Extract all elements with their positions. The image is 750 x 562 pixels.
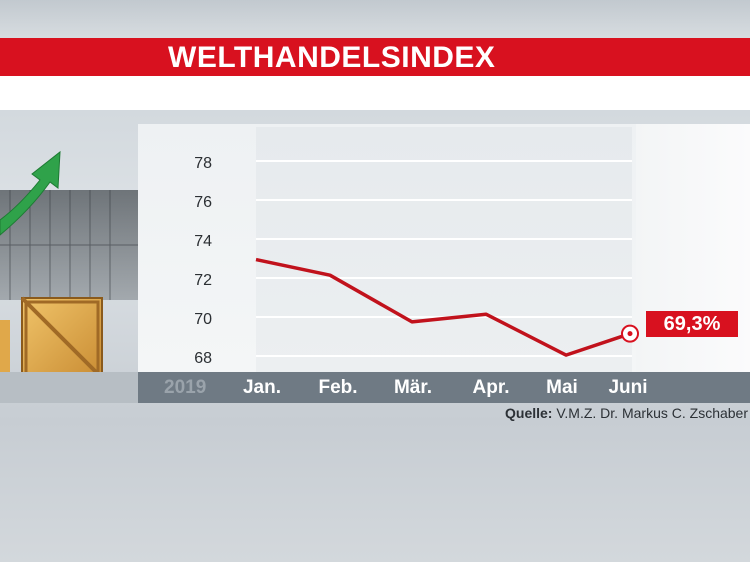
x-tick-label: Jan. <box>242 377 282 398</box>
y-tick-label: 74 <box>194 233 212 250</box>
background-top <box>0 0 750 40</box>
chart-title: WELTHANDELSINDEX <box>168 41 496 74</box>
x-axis-bar <box>138 372 750 403</box>
y-tick-label: 70 <box>194 311 212 328</box>
title-bar: WELTHANDELSINDEX <box>0 38 750 76</box>
y-tick-label: 78 <box>194 155 212 172</box>
x-tick-label: Juni <box>608 377 648 398</box>
y-tick-label: 68 <box>194 350 212 367</box>
x-tick-label: Mai <box>546 377 578 398</box>
shipping-illustration <box>0 110 138 410</box>
source-label: Quelle: <box>505 405 553 421</box>
white-band <box>0 76 750 110</box>
source-note: Quelle: V.M.Z. Dr. Markus C. Zschaber <box>505 405 748 421</box>
year-label: 2019 <box>164 377 207 398</box>
x-tick-label: Apr. <box>472 377 510 398</box>
last-value-badge: 69,3% <box>646 311 738 337</box>
last-point-dot <box>627 331 633 337</box>
x-tick-label: Mär. <box>393 377 433 398</box>
x-tick-label: Feb. <box>318 377 358 398</box>
y-tick-label: 76 <box>194 194 212 211</box>
axis-bar-left <box>0 372 138 403</box>
source-text: V.M.Z. Dr. Markus C. Zschaber <box>556 405 748 421</box>
series-line <box>255 257 631 357</box>
plot-area <box>256 127 632 372</box>
y-tick-label: 72 <box>194 272 212 289</box>
